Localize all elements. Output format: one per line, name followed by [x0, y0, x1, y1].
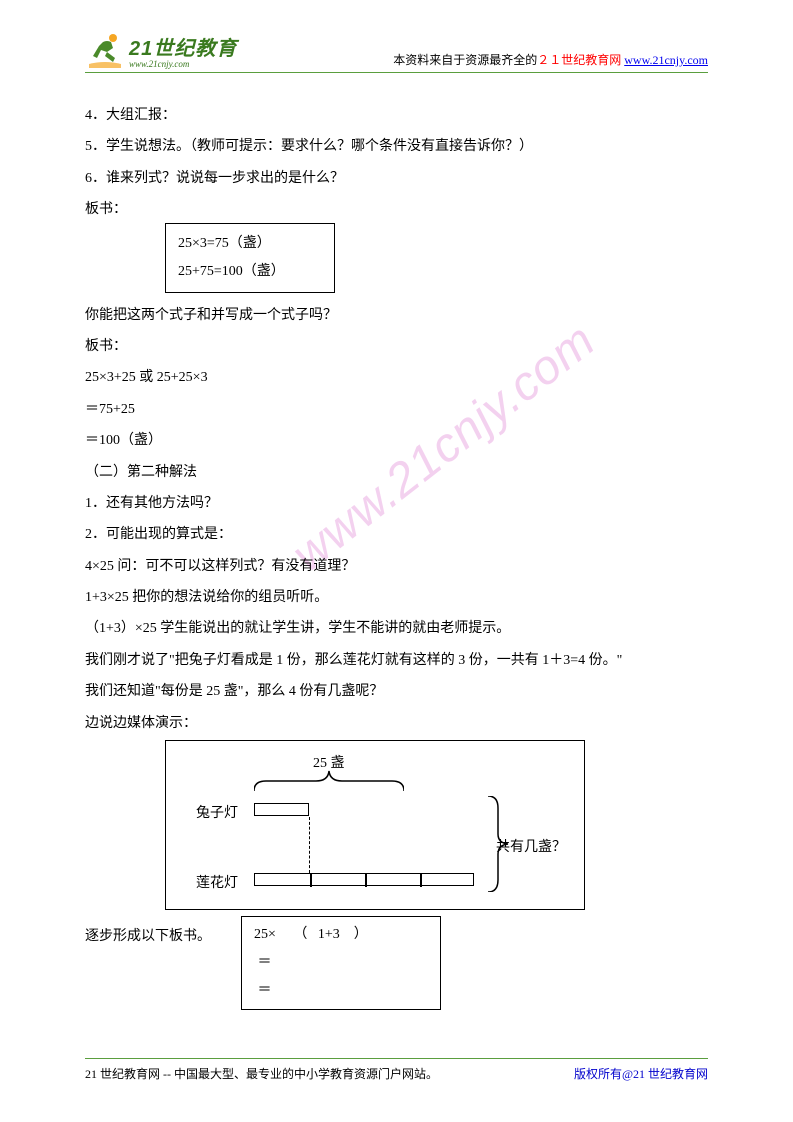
- header-prefix: 本资料来自于资源最齐全的: [393, 53, 537, 67]
- header-brand: ２１世纪教育网: [537, 53, 621, 67]
- diagram-lotus-label: 莲花灯: [196, 869, 238, 898]
- diagram-box: 25 盏 兔子灯 莲花灯 共有几盏？: [165, 740, 585, 910]
- formula-line: 25×3=75（盏）: [178, 230, 322, 258]
- logo-text: 21世纪教育: [129, 32, 237, 61]
- text-line: （1+3）×25 学生能说出的就让学生讲，学生不能讲的就由老师提示。: [85, 614, 708, 643]
- bar-tick: [310, 874, 312, 887]
- text-line: 我们还知道"每份是 25 盏"，那么 4 份有几盏呢？: [85, 677, 708, 706]
- formula-line: ＝: [254, 949, 428, 977]
- page-footer: 21 世纪教育网 -- 中国最大型、最专业的中小学教育资源门户网站。 版权所有@…: [85, 1058, 708, 1082]
- text-line: 板书：: [85, 195, 708, 224]
- bar-tick: [365, 874, 367, 887]
- formula-box-1: 25×3=75（盏） 25+75=100（盏）: [165, 223, 335, 293]
- diagram-bar-rabbit: [254, 803, 309, 816]
- text-line: （二）第二种解法: [85, 458, 708, 487]
- bar-tick: [420, 874, 422, 887]
- text-line: 板书：: [85, 332, 708, 361]
- text-line: 1+3×25 把你的想法说给你的组员听听。: [85, 583, 708, 612]
- text-line: ＝100（盏）: [85, 426, 708, 455]
- logo: 21世纪教育 www.21cnjy.com: [85, 30, 237, 70]
- formula-line: 25× （ 1+3 ）: [254, 921, 428, 949]
- text-line: 2．可能出现的算式是：: [85, 520, 708, 549]
- document-body: 4．大组汇报： 5．学生说想法。（教师可提示：要求什么？哪个条件没有直接告诉你？…: [85, 101, 708, 1010]
- page-header: 21世纪教育 www.21cnjy.com 本资料来自于资源最齐全的２１世纪教育…: [85, 30, 708, 73]
- diagram-right-label: 共有几盏？: [496, 833, 566, 862]
- header-url[interactable]: www.21cnjy.com: [624, 53, 708, 67]
- diagram-rabbit-label: 兔子灯: [196, 799, 238, 828]
- footer-right: 版权所有@21 世纪教育网: [574, 1065, 708, 1082]
- text-line: 逐步形成以下板书。: [85, 922, 211, 951]
- text-line: 6．谁来列式？说说每一步求出的是什么？: [85, 164, 708, 193]
- footer-left: 21 世纪教育网 -- 中国最大型、最专业的中小学教育资源门户网站。: [85, 1065, 438, 1082]
- text-line: 我们刚才说了"把兔子灯看成是 1 份，那么莲花灯就有这样的 3 份，一共有 1＋…: [85, 646, 708, 675]
- text-line: 你能把这两个式子和并写成一个式子吗？: [85, 301, 708, 330]
- curly-brace-icon: [254, 769, 404, 793]
- text-line: 4．大组汇报：: [85, 101, 708, 130]
- text-line: 1．还有其他方法吗？: [85, 489, 708, 518]
- text-line: 25×3+25 或 25+25×3: [85, 363, 708, 392]
- formula-line: 25+75=100（盏）: [178, 258, 322, 286]
- text-line: 5．学生说想法。（教师可提示：要求什么？哪个条件没有直接告诉你？）: [85, 132, 708, 161]
- text-line: 4×25 问：可不可以这样列式？有没有道理？: [85, 552, 708, 581]
- text-line: ＝75+25: [85, 395, 708, 424]
- text-line: 边说边媒体演示：: [85, 709, 708, 738]
- formula-box-2: 25× （ 1+3 ） ＝ ＝: [241, 916, 441, 1010]
- diagram-bar-lotus: [254, 873, 474, 886]
- diagram-dashed-line: [309, 817, 310, 873]
- header-attribution: 本资料来自于资源最齐全的２１世纪教育网 www.21cnjy.com: [393, 51, 708, 70]
- formula-line: ＝: [254, 977, 428, 1005]
- runner-icon: [85, 30, 125, 70]
